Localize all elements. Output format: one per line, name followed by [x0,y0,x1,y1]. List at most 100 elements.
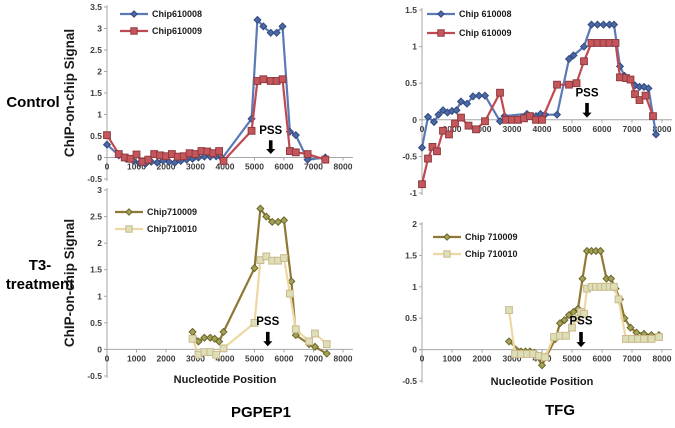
legend: Chip710009 Chip710010 [115,207,197,234]
row-label-t3-line1: T3- [28,257,52,274]
row-label-t3-line2: treatment [5,276,75,293]
y-tick-label: 1 [97,110,102,120]
data-point-marker [291,325,300,334]
pss-label: PSS [575,87,598,99]
series-Chip610009 [103,75,330,166]
x-tick-label: 4000 [216,353,235,363]
x-tick-label: 3000 [186,162,205,172]
x-tick-label: 7000 [304,353,323,363]
series-Chip610009 [418,39,657,189]
data-point-marker [611,39,620,47]
data-point-marker [259,75,268,84]
data-point-marker [578,274,587,283]
row-label-control: Control [6,94,60,111]
data-point-marker [424,154,432,163]
data-point-marker [568,323,576,332]
legend-item: Chip610008 [120,9,202,19]
series-Chip710010 [188,252,331,359]
data-point-marker [580,309,588,318]
x-tick-label: 7000 [623,124,642,134]
data-point-marker [635,96,644,104]
pss-annotation: PSS [259,125,283,155]
legend-label: Chip610009 [152,26,202,36]
series-line [191,207,328,355]
data-point-marker [278,75,287,84]
data-point-marker [130,10,138,18]
y-tick-label: -0.5 [402,376,417,386]
data-point-marker [562,331,570,340]
data-point-marker [253,15,262,25]
pss-label: PSS [569,315,592,327]
x-tick-label: 4000 [216,162,235,172]
data-point-marker [144,155,153,164]
x-tick-label: 5000 [245,162,264,172]
data-point-marker [560,315,569,325]
x-axis-title: Nucleotide Position [491,376,594,388]
gene-label-pgpep1: PGPEP1 [230,404,292,421]
y-tick-label: 0 [97,344,102,354]
data-point-marker [132,150,141,159]
y-tick-label: -0.5 [87,371,102,381]
x-tick-label: 8000 [334,353,353,363]
data-point-marker [538,115,546,124]
data-point-marker [537,361,547,370]
data-point-marker [262,212,271,221]
gene-label-tfg: TFG [545,402,575,419]
x-tick-label: 6000 [593,354,612,364]
y-axis-title: ChIP-on-chip Signal [62,29,77,157]
data-point-marker [569,51,578,60]
legend-label: Chip 710009 [465,232,518,242]
series-line [106,18,326,165]
data-point-marker [555,319,565,328]
pss-arrow-head [263,341,273,347]
data-point-marker [651,130,661,139]
y-tick-label: 1 [412,282,417,292]
x-tick-label: 7000 [623,354,642,364]
x-tick-label: 5000 [563,354,582,364]
y-tick-label: 0 [412,345,417,355]
data-point-marker [462,99,472,108]
pss-annotation: PSS [256,316,280,347]
y-tick-label: 2.5 [90,45,102,55]
data-point-marker [212,350,221,359]
data-point-marker [272,28,281,37]
legend-label: Chip 710010 [465,249,518,259]
data-point-marker [472,125,480,134]
x-tick-label: 0 [105,353,110,363]
data-point-marker [641,91,650,100]
legend-item: Chip 710009 [433,232,518,242]
data-point-marker [262,252,271,261]
x-tick-label: 8000 [334,162,353,172]
data-point-marker [614,295,623,304]
data-point-marker [219,157,228,165]
x-tick-label: 5000 [245,353,264,363]
legend-item: Chip 710010 [433,249,518,259]
data-point-marker [579,42,589,51]
data-point-marker [456,97,466,106]
legend-label: Chip710010 [147,224,197,234]
legend-item: Chip710010 [115,224,197,234]
data-point-marker [640,335,648,343]
data-point-marker [504,337,514,346]
pss-arrow-head [582,112,592,118]
data-point-marker [273,217,283,226]
x-tick-label: 1000 [443,354,462,364]
data-point-marker [631,90,639,99]
data-point-marker [103,131,111,140]
data-point-marker [505,306,513,314]
data-point-marker [649,112,657,121]
data-point-marker [305,337,313,346]
y-tick-label: 0 [97,153,102,163]
data-point-marker [321,155,330,164]
x-tick-label: 2000 [473,354,492,364]
data-point-marker [278,22,287,31]
chart-control-tfg: -1-0.500.511.50 1000 2000 3000 4000 5000 6000 7… [402,5,672,198]
data-point-marker [552,110,562,119]
y-tick-label: -0.5 [87,174,102,184]
data-point-marker [553,80,561,89]
data-point-marker [587,20,596,29]
pss-label: PSS [256,316,279,328]
data-point-marker [215,147,223,155]
data-point-marker [445,130,453,139]
